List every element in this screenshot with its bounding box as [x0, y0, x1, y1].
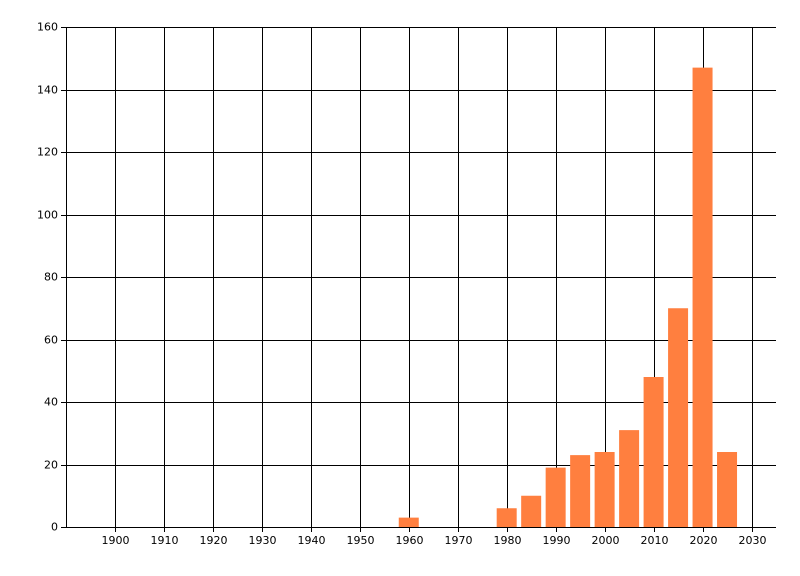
- bar: [521, 495, 542, 527]
- x-tick-label: 1930: [249, 534, 277, 547]
- bar: [545, 467, 566, 527]
- x-tick-label: 2030: [739, 534, 767, 547]
- bar: [619, 430, 640, 527]
- bar: [643, 377, 664, 527]
- x-tick-label: 2010: [641, 534, 669, 547]
- x-tick-label: 1990: [543, 534, 571, 547]
- x-tick-label: 1900: [102, 534, 130, 547]
- y-tick-label: 40: [44, 396, 58, 409]
- y-tick-label: 120: [37, 146, 58, 159]
- y-tick-label: 80: [44, 271, 58, 284]
- x-tick-label: 2000: [592, 534, 620, 547]
- x-tick-label: 1910: [151, 534, 179, 547]
- bar: [594, 452, 615, 527]
- y-tick-label: 100: [37, 209, 58, 222]
- y-tick-label: 140: [37, 84, 58, 97]
- x-tick-label: 1970: [445, 534, 473, 547]
- bar: [717, 452, 738, 527]
- y-tick-label: 60: [44, 334, 58, 347]
- x-tick-label: 2020: [690, 534, 718, 547]
- y-tick-label: 160: [37, 21, 58, 34]
- bar: [398, 517, 419, 527]
- bar: [496, 508, 517, 527]
- bar: [692, 67, 713, 527]
- bar: [668, 308, 689, 527]
- x-tick-label: 1920: [200, 534, 228, 547]
- x-tick-label: 1950: [347, 534, 375, 547]
- x-tick-label: 1940: [298, 534, 326, 547]
- y-tick-label: 0: [51, 521, 58, 534]
- bar: [570, 455, 591, 527]
- x-tick-label: 1980: [494, 534, 522, 547]
- x-tick-label: 1960: [396, 534, 424, 547]
- y-tick-label: 20: [44, 459, 58, 472]
